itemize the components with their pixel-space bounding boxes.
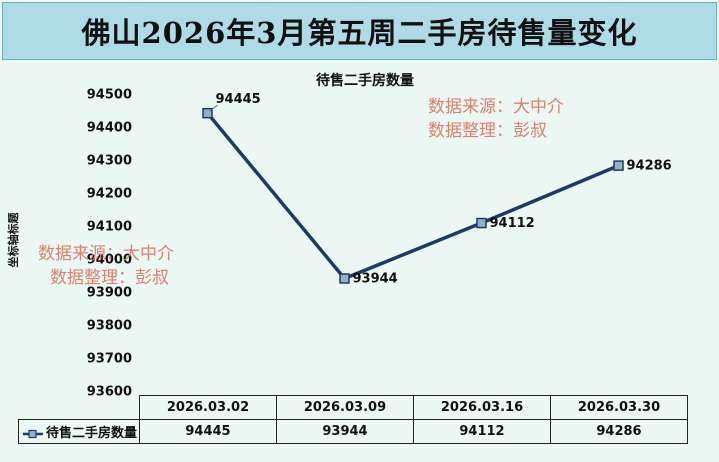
title-bar: 佛山2026年3月第五周二手房待售量变化	[2, 2, 717, 60]
watermark-source: 数据来源：大中介	[428, 97, 564, 117]
table-value: 94112	[413, 419, 551, 444]
watermark-top: 数据来源：大中介 数据整理：彭叔	[428, 95, 564, 143]
data-label: 93944	[353, 271, 398, 286]
watermark-editor: 数据整理：彭叔	[50, 268, 169, 288]
y-tick-label: 93700	[86, 351, 132, 367]
page-title: 佛山2026年3月第五周二手房待售量变化	[81, 16, 638, 50]
data-point	[476, 217, 487, 229]
table-row: 待售二手房数量 94445 93944 94112 94286	[18, 419, 688, 444]
table-value: 94445	[139, 419, 277, 444]
data-label: 94286	[627, 159, 672, 174]
data-point	[613, 160, 624, 171]
data-label-leader	[209, 104, 218, 112]
data-point	[339, 273, 350, 284]
table-category: 2026.03.09	[276, 395, 414, 420]
y-tick-label: 93900	[86, 285, 132, 301]
y-tick-label: 94200	[86, 186, 132, 202]
table-value: 94286	[550, 419, 688, 444]
data-point	[202, 107, 213, 119]
legend-label: 待售二手房数量	[46, 426, 138, 441]
y-tick-label: 94300	[86, 153, 132, 169]
table-corner	[18, 395, 140, 420]
table-value: 93944	[276, 419, 414, 444]
table-category: 2026.03.16	[413, 395, 551, 420]
y-tick-label: 93800	[86, 318, 132, 334]
chart-title: 待售二手房数量	[316, 73, 414, 89]
data-label: 94445	[216, 92, 261, 107]
table-category: 2026.03.02	[139, 395, 277, 420]
data-table: 2026.03.02 2026.03.09 2026.03.16 2026.03…	[18, 395, 688, 444]
watermark-editor: 数据整理：彭叔	[428, 121, 547, 141]
data-label: 94112	[490, 216, 535, 231]
legend-line-marker-icon	[23, 429, 43, 438]
watermark-bottom: 数据来源：大中介 数据整理：彭叔	[38, 242, 174, 290]
y-tick-label: 94400	[86, 120, 132, 136]
table-category: 2026.03.30	[550, 395, 688, 420]
legend-entry: 待售二手房数量	[18, 419, 140, 444]
table-header-row: 2026.03.02 2026.03.09 2026.03.16 2026.03…	[18, 395, 688, 420]
y-tick-label: 94000	[86, 252, 132, 268]
y-tick-label: 94500	[86, 87, 132, 103]
y-tick-label: 94100	[86, 219, 132, 235]
watermark-source: 数据来源：大中介	[38, 244, 174, 264]
series-line	[206, 112, 620, 281]
